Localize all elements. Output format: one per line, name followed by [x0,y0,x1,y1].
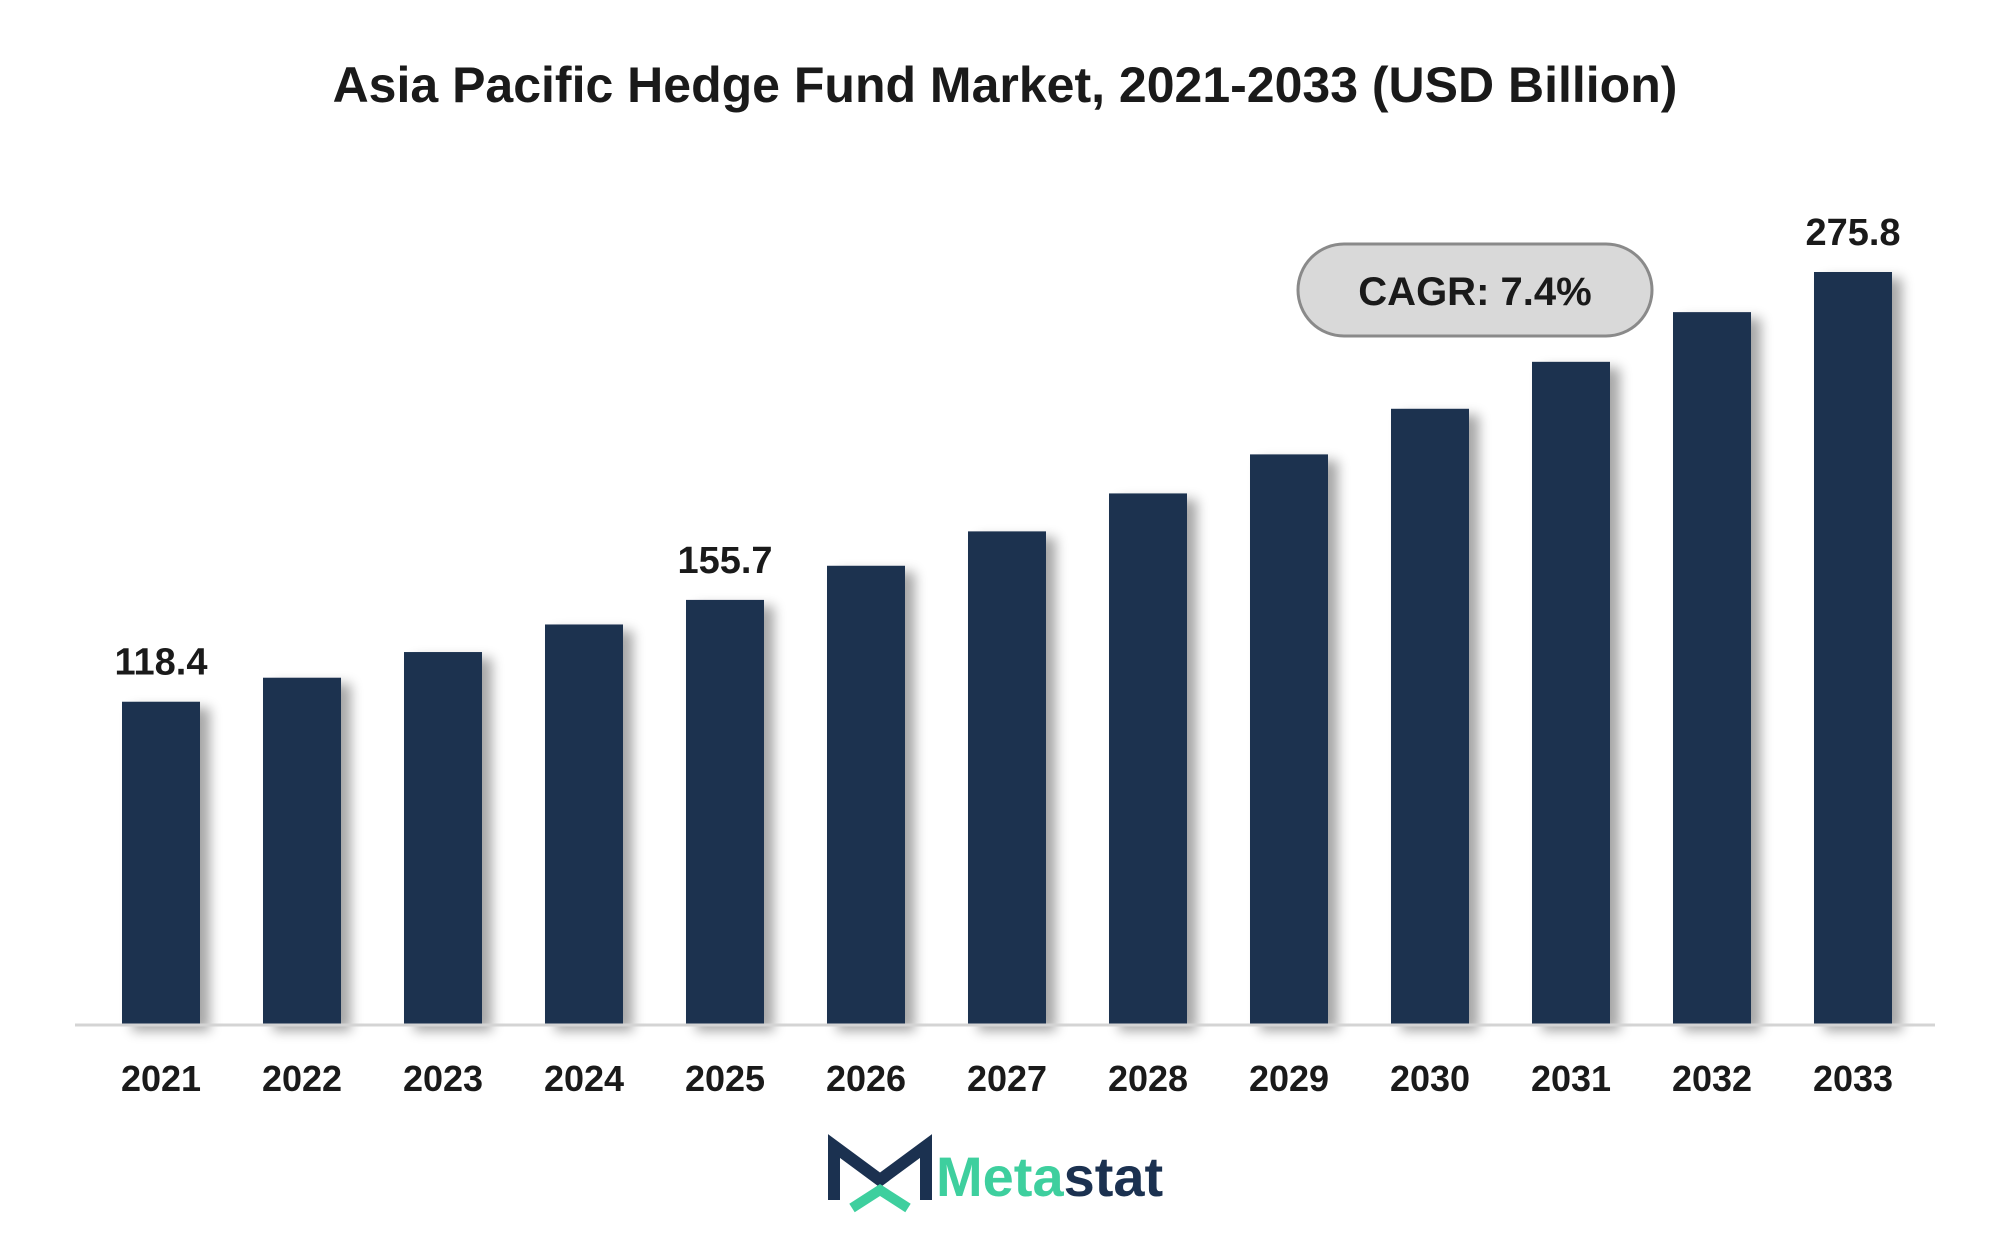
x-tick-2033: 2033 [1813,1058,1893,1099]
bar-2021 [122,701,200,1025]
data-label-2021: 118.4 [115,642,208,684]
x-tick-2027: 2027 [967,1058,1047,1099]
data-label-2025: 155.7 [677,540,772,582]
bar-2029 [1250,454,1328,1025]
logo-wordmark: Metastat [936,1145,1163,1208]
x-tick-2031: 2031 [1531,1058,1611,1099]
x-tick-2029: 2029 [1249,1058,1329,1099]
x-tick-labels: 2021 2022 2023 2024 2025 2026 2027 2028 2029 2030… [121,1058,1893,1099]
x-tick-2023: 2023 [403,1058,483,1099]
cagr-annotation: CAGR: 7.4% [1296,242,1654,338]
bar-2032 [1673,312,1751,1025]
cagr-text: CAGR: 7.4% [1358,270,1591,314]
data-label-2033: 275.8 [1805,212,1900,254]
data-labels: 118.4 155.7 275.8 [115,212,1901,684]
x-tick-2028: 2028 [1108,1058,1188,1099]
bar-2024 [545,624,623,1025]
bar-2027 [968,531,1046,1025]
x-tick-2024: 2024 [544,1058,624,1099]
chart-title: Asia Pacific Hedge Fund Market, 2021-203… [333,57,1678,113]
bar-2022 [263,677,341,1025]
logo-meta: Meta [936,1145,1064,1208]
bar-2030 [1391,408,1469,1025]
bars-group [122,272,1892,1026]
bar-2023 [404,652,482,1025]
cagr-pill [1296,242,1654,338]
bar-2031 [1532,361,1610,1026]
bar-2028 [1109,493,1187,1026]
x-tick-2030: 2030 [1390,1058,1470,1099]
metastat-logo: Metastat [828,1134,1163,1213]
x-tick-2022: 2022 [262,1058,342,1099]
x-tick-2026: 2026 [826,1058,906,1099]
x-tick-2025: 2025 [685,1058,765,1099]
bar-2025 [686,599,764,1025]
metastat-m-logo-icon [828,1134,932,1213]
bar-2026 [827,565,905,1025]
x-tick-2032: 2032 [1672,1058,1752,1099]
logo-stat: stat [1064,1145,1164,1208]
x-tick-2021: 2021 [121,1058,201,1099]
bar-2033 [1814,272,1892,1025]
